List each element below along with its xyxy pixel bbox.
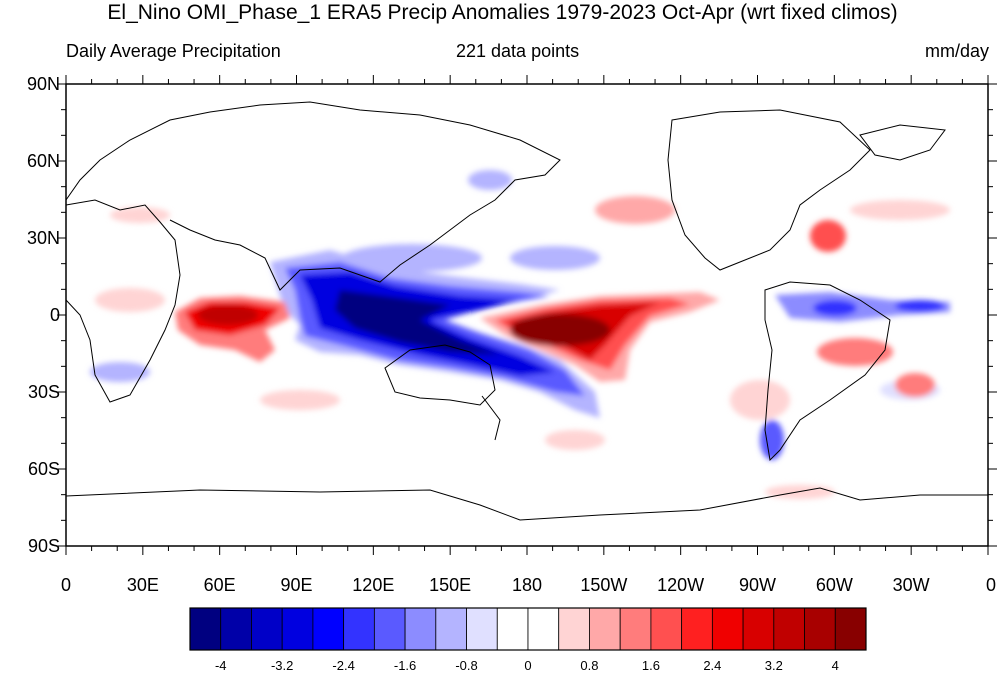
eurasia-coastline <box>66 101 561 291</box>
colorbar-label: -4 <box>214 658 227 673</box>
latitude-label: 60N <box>26 151 60 171</box>
pos-anomaly-se-pacific <box>730 380 790 420</box>
axis-ticks <box>57 75 997 555</box>
africa-coastline <box>66 199 181 403</box>
pos-anomaly-s-atlantic <box>895 373 935 397</box>
longitude-label: 150W <box>580 575 628 595</box>
neg-anomaly-s-africa <box>90 362 150 382</box>
neg-anomaly-atlantic <box>775 292 950 322</box>
colorbar-swatch <box>711 607 744 651</box>
colorbar-label: 0 <box>524 658 532 673</box>
neg-anomaly-nw-pacific <box>342 244 482 272</box>
longitude-label: 30E <box>126 575 159 595</box>
colorbar-swatch <box>435 607 467 651</box>
new-zealand-coastline <box>481 395 501 441</box>
colorbar-swatch <box>558 607 590 651</box>
subtitle-center: 221 data points <box>456 41 580 61</box>
pos-anomaly-mediterranean <box>110 207 170 223</box>
north-america-coastline <box>667 109 871 271</box>
latitude-label: 30N <box>26 228 60 248</box>
pos-anomaly-gulf-stream <box>810 220 846 252</box>
colorbar-swatch <box>650 607 683 651</box>
longitude-label: 90E <box>280 575 313 595</box>
longitude-label: 60W <box>815 575 853 595</box>
colorbar-swatch <box>312 607 345 651</box>
colorbar-swatch <box>373 607 406 651</box>
subtitle-units: mm/day <box>924 41 989 61</box>
colorbar-label: -1.6 <box>393 658 417 673</box>
colorbar-swatch <box>343 607 375 651</box>
colorbar-label: 1.6 <box>641 658 660 673</box>
south-america-coastline <box>764 281 891 462</box>
neg-anomaly-east-atlantic <box>895 300 945 312</box>
neg-anomaly-central-pacific <box>510 246 600 270</box>
colorbar-swatch <box>281 607 314 651</box>
pos-anomaly-s-pacific <box>545 430 605 450</box>
colorbar-swatch <box>681 607 713 651</box>
longitude-label: 90W <box>738 575 776 595</box>
latitude-label: 60S <box>27 459 60 479</box>
antarctica-coastline <box>66 487 988 521</box>
colorbar-swatch <box>589 607 621 651</box>
longitude-label: 180 <box>511 575 543 595</box>
latitude-label: 90N <box>26 74 60 94</box>
longitude-label: 0 <box>985 575 996 595</box>
pos-anomaly-n-atlantic <box>850 200 950 220</box>
neg-anomaly-amazon <box>813 300 857 316</box>
map-title: El_Nino OMI_Phase_1 ERA5 Precip Anomalie… <box>107 1 898 24</box>
colorbar-label: -3.2 <box>270 658 294 673</box>
colorbar-swatch <box>619 607 652 651</box>
latitude-label: 0 <box>49 305 60 325</box>
coastlines <box>66 101 988 521</box>
latitude-label: 90S <box>27 536 60 556</box>
colorbar-swatch <box>220 607 252 651</box>
longitude-label: 150E <box>429 575 472 595</box>
colorbar-swatch <box>527 607 560 651</box>
pos-anomaly-peak <box>510 314 610 346</box>
pos-anomaly-brazil <box>817 338 893 366</box>
colorbar-label: 0.8 <box>580 658 599 673</box>
subtitle-left: Daily Average Precipitation <box>66 41 281 61</box>
colorbar <box>189 607 867 651</box>
neg-anomaly-japan <box>468 170 512 190</box>
colorbar-swatch <box>834 607 867 651</box>
greenland-coastline <box>859 124 946 161</box>
colorbar-label: 2.4 <box>703 658 722 673</box>
colorbar-swatch <box>251 607 283 651</box>
colorbar-swatch <box>773 607 805 651</box>
colorbar-swatch <box>742 607 775 651</box>
longitude-label: 30W <box>892 575 930 595</box>
longitude-label: 0 <box>60 575 71 595</box>
pos-anomaly-e-africa <box>95 288 165 312</box>
pos-anomaly-s-indian <box>260 390 340 410</box>
colorbar-swatch <box>189 607 222 651</box>
neg-anomaly-patagonia <box>760 420 784 460</box>
colorbar-swatch <box>466 607 498 651</box>
colorbar-swatch <box>404 607 437 651</box>
colorbar-label: -0.8 <box>455 658 478 673</box>
colorbar-frame <box>189 607 867 651</box>
colorbar-label: -2.4 <box>332 658 355 673</box>
pos-anomaly-indian-peak <box>198 305 258 325</box>
colorbar-label: 3.2 <box>764 658 783 673</box>
longitude-label: 120E <box>352 575 395 595</box>
colorbar-label: 4 <box>831 658 839 673</box>
colorbar-swatch <box>804 607 836 651</box>
colorbar-swatch <box>496 607 529 651</box>
latitude-label: 30S <box>27 382 60 402</box>
pos-anomaly-n-pacific <box>595 196 675 224</box>
longitude-label: 60E <box>203 575 236 595</box>
neg-anomaly-peak <box>335 290 500 355</box>
anomaly-field <box>90 170 950 499</box>
australia-coastline <box>384 344 496 406</box>
longitude-label: 120W <box>657 575 705 595</box>
